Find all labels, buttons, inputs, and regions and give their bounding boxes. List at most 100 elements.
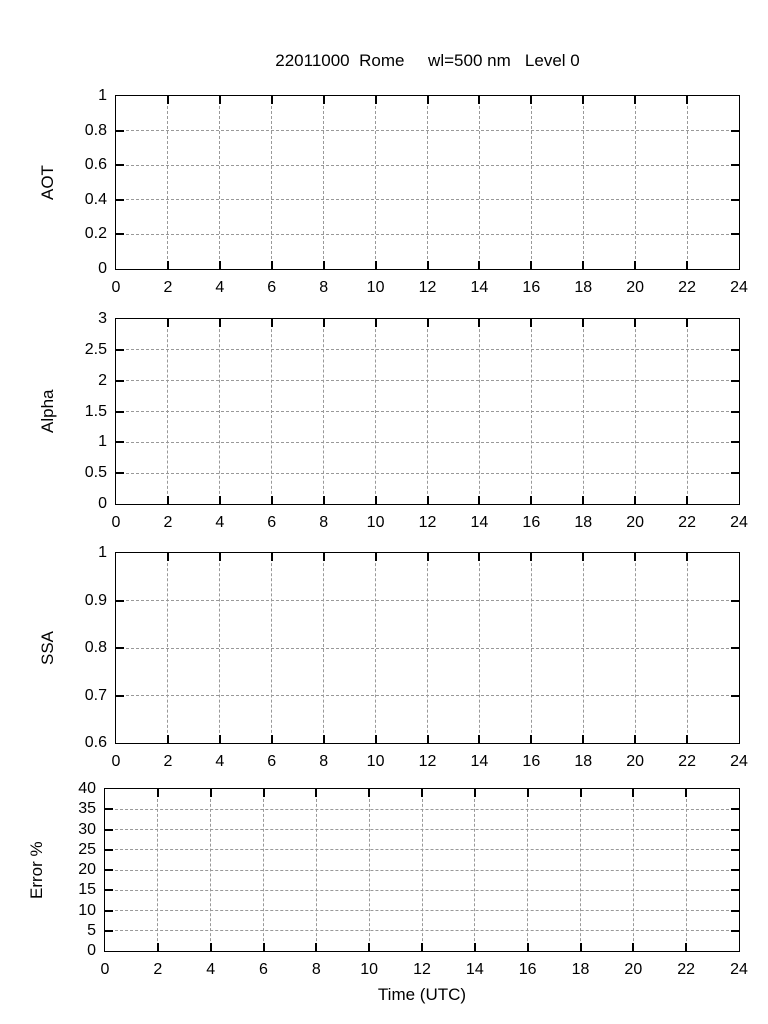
tick-mark — [315, 943, 318, 951]
gridline-vertical — [634, 96, 636, 269]
x-tick-label: 16 — [522, 514, 541, 531]
x-tick-label: 2 — [163, 514, 173, 531]
tick-mark — [270, 735, 273, 743]
x-tick-label: 10 — [366, 279, 385, 296]
gridline-vertical — [686, 96, 688, 269]
gridline-horizontal — [116, 130, 739, 132]
tick-mark — [368, 943, 371, 951]
tick-mark — [270, 553, 273, 561]
tick-mark — [731, 599, 739, 602]
tick-mark — [426, 735, 429, 743]
tick-mark — [685, 943, 688, 951]
tick-mark — [374, 496, 377, 504]
x-tick-label: 18 — [571, 961, 590, 978]
tick-mark — [579, 943, 582, 951]
tick-mark — [582, 496, 585, 504]
x-tick-label: 4 — [215, 279, 225, 296]
tick-mark — [105, 808, 113, 811]
tick-mark — [374, 735, 377, 743]
gridline-vertical — [582, 96, 584, 269]
tick-mark — [634, 261, 637, 269]
tick-mark — [116, 233, 124, 236]
y-tick-label: 0.5 — [84, 464, 107, 482]
y-tick-label: 0.8 — [84, 121, 107, 139]
gridline-horizontal — [105, 930, 739, 932]
tick-mark — [426, 553, 429, 561]
tick-mark — [731, 909, 739, 912]
tick-mark — [731, 889, 739, 892]
y-tick-label: 1 — [98, 433, 107, 451]
tick-mark — [530, 735, 533, 743]
y-tick-label: 2.5 — [84, 340, 107, 358]
tick-mark — [166, 553, 169, 561]
gridline-horizontal — [105, 889, 739, 891]
tick-mark — [530, 319, 533, 327]
gridline-horizontal — [116, 233, 739, 235]
x-tick-label: 24 — [730, 961, 748, 978]
tick-mark — [315, 789, 318, 797]
y-tick-label: 0.6 — [84, 734, 107, 751]
tick-mark — [116, 441, 124, 444]
tick-mark — [634, 96, 637, 104]
x-tick-label: 20 — [626, 514, 645, 531]
x-tick-label: 4 — [206, 961, 216, 978]
tick-mark — [166, 261, 169, 269]
y-tick-label: 30 — [78, 820, 96, 838]
x-tick-label: 10 — [360, 961, 379, 978]
y-tick-label: 3 — [98, 310, 107, 327]
y-tick-label: 1 — [98, 87, 107, 104]
y-tick-label: 25 — [78, 840, 96, 858]
tick-mark — [686, 96, 689, 104]
y-tick-label: 0 — [87, 942, 96, 959]
tick-mark — [731, 379, 739, 382]
tick-mark — [731, 410, 739, 413]
gridline-horizontal — [116, 349, 739, 351]
subplot-error: Error % Time (UTC) 0 2 4 6 8 10 12 14 16 18 20 22 24… — [27, 780, 748, 1004]
x-tick-label: 14 — [465, 961, 484, 978]
tick-mark — [105, 929, 113, 932]
tick-mark — [374, 96, 377, 104]
tick-mark — [262, 789, 265, 797]
tick-mark — [526, 789, 529, 797]
gridline-vertical — [167, 96, 169, 269]
tick-mark — [105, 889, 113, 892]
x-tick-label: 12 — [418, 514, 437, 531]
tick-mark — [270, 261, 273, 269]
y-tick-label: 35 — [78, 800, 96, 818]
tick-mark — [322, 319, 325, 327]
tick-mark — [426, 96, 429, 104]
tick-mark — [426, 261, 429, 269]
x-tick-label: 10 — [366, 514, 385, 531]
tick-mark — [582, 735, 585, 743]
y-tick-label: 5 — [87, 921, 96, 939]
tick-mark — [322, 553, 325, 561]
x-tick-label: 6 — [267, 753, 277, 770]
y-tick-label: 20 — [78, 861, 96, 878]
tick-mark — [582, 261, 585, 269]
tick-mark — [156, 789, 159, 797]
tick-mark — [426, 496, 429, 504]
gridline-vertical — [375, 96, 377, 269]
subplot-alpha: Alpha 0 2 4 6 8 10 12 14 16 18 20 22 24 0 0.5 1 1.5 2 2.5 3 — [38, 310, 748, 531]
tick-mark — [685, 789, 688, 797]
tick-mark — [582, 319, 585, 327]
tick-mark — [731, 828, 739, 831]
tick-mark — [478, 319, 481, 327]
y-tick-label: 1 — [98, 544, 107, 561]
tick-mark — [116, 472, 124, 475]
x-tick-label: 16 — [518, 961, 537, 978]
tick-mark — [270, 96, 273, 104]
x-tick-label: 22 — [677, 961, 696, 978]
y-tick-label: 0.8 — [84, 639, 107, 656]
y-tick-label: 0.7 — [84, 686, 107, 704]
tick-mark — [686, 261, 689, 269]
y-tick-label: 0.4 — [84, 190, 107, 208]
tick-mark — [322, 261, 325, 269]
x-tick-label: 18 — [574, 753, 593, 770]
x-tick-label: 4 — [215, 753, 225, 770]
tick-mark — [116, 348, 124, 351]
x-tick-label: 14 — [470, 279, 489, 296]
tick-mark — [478, 96, 481, 104]
gridline-horizontal — [116, 411, 739, 412]
tick-mark — [632, 943, 635, 951]
